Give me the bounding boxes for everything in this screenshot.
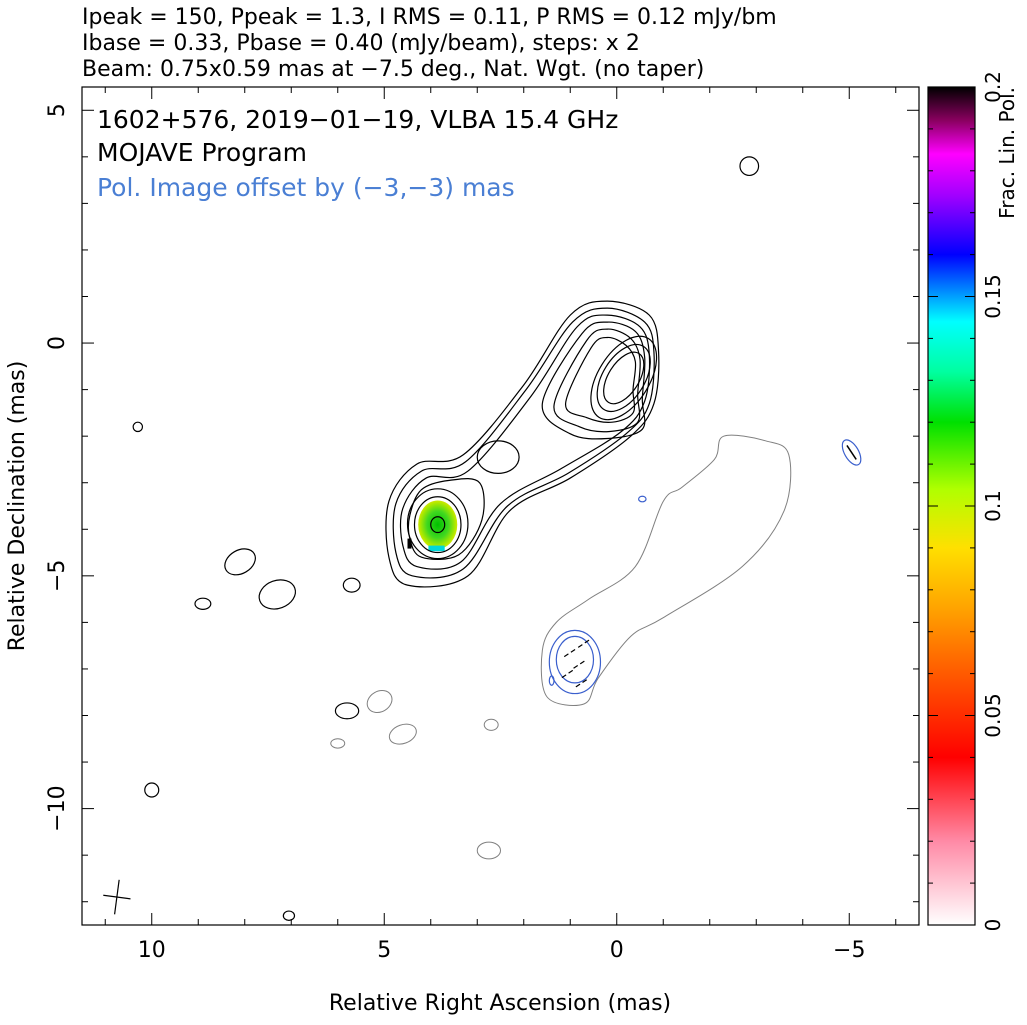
stokes-i-contour (603, 351, 645, 405)
map-content (103, 156, 862, 921)
evpa-stick (563, 648, 577, 658)
pol-contour (638, 495, 647, 503)
stokes-i-contour (258, 579, 297, 610)
pol-contour (548, 675, 555, 686)
x-tick-label: 0 (610, 938, 624, 963)
stokes-i-contour (739, 156, 760, 177)
pol-contour (548, 629, 602, 695)
pol-contour (555, 635, 595, 684)
header-line-3: Beam: 0.75x0.59 mas at −7.5 deg., Nat. W… (82, 57, 704, 82)
stokes-i-contour (342, 577, 361, 593)
header-line-2: Ibase = 0.33, Pbase = 0.40 (mJy/beam), s… (82, 31, 640, 56)
pol-image-contour (330, 738, 346, 749)
plot-frame (81, 86, 920, 926)
x-tick-label: −5 (833, 938, 865, 963)
axis-ticks: 10 5 0 −5 5 0 −5 −10 (45, 87, 919, 963)
x-tick-label: 5 (377, 938, 391, 963)
colorbar-tick-label: 0.15 (981, 274, 1005, 319)
stokes-i-contour (564, 336, 637, 423)
evpa-stick (573, 659, 586, 669)
pol-contour (841, 439, 862, 466)
colorbar-tick-label: 0 (981, 919, 1005, 932)
colorbar-tick-label: 0.05 (981, 693, 1005, 738)
stokes-i-contour (194, 597, 212, 610)
core-pol-color (428, 545, 445, 552)
pol-image-contour (388, 723, 417, 745)
x-axis-label: Relative Right Ascension (mas) (329, 991, 671, 1016)
stokes-i-contour (430, 516, 446, 534)
evpa-stick (561, 669, 575, 679)
stokes-i-contour (541, 321, 646, 440)
pol-image-contour (483, 718, 499, 731)
colorbar-tick-label: 0.2 (981, 71, 1005, 103)
y-tick-label: −5 (45, 560, 70, 592)
evpa-stick (846, 445, 857, 460)
stokes-i-contour (132, 421, 144, 433)
stokes-i-contour (334, 702, 360, 720)
pol-image-contour (540, 434, 792, 706)
y-tick-label: −10 (45, 785, 70, 831)
x-tick-label: 10 (138, 938, 166, 963)
colorbar-tick-label: 0.1 (981, 490, 1005, 522)
stokes-i-contour (553, 328, 641, 433)
y-tick-label: 0 (45, 336, 70, 350)
y-axis-label: Relative Declination (mas) (5, 361, 30, 652)
pol-image-contour (366, 690, 393, 714)
pol-image-contour (476, 841, 501, 860)
colorbar-ticks: 0 0.05 0.1 0.15 0.2 (928, 71, 1005, 931)
offset-annotation: Pol. Image offset by (−3,−3) mas (97, 173, 515, 202)
source-annotation: 1602+576, 2019−01−19, VLBA 15.4 GHz (97, 105, 618, 134)
header-line-1: Ipeak = 150, Ppeak = 1.3, I RMS = 0.11, … (82, 5, 777, 30)
core-pol-color (418, 500, 458, 549)
stokes-i-contour (413, 496, 462, 554)
stokes-i-contour (476, 440, 520, 474)
y-tick-label: 5 (45, 103, 70, 117)
stokes-i-contour (392, 307, 655, 579)
beam-minor-axis (103, 894, 131, 900)
stokes-i-contour (144, 782, 160, 798)
stokes-i-contour (282, 910, 296, 921)
evpa-stick (575, 678, 589, 688)
stokes-i-contour (590, 335, 658, 421)
stokes-i-contour (596, 343, 651, 413)
stokes-i-contour (385, 300, 660, 588)
evpa-stick (407, 538, 412, 549)
stokes-i-contour (224, 548, 256, 576)
stokes-i-contour (399, 314, 651, 570)
evpa-stick (577, 638, 591, 648)
program-annotation: MOJAVE Program (97, 138, 307, 167)
colorbar-label: Frac. Lin. Pol. (995, 87, 1019, 219)
stokes-i-contour (406, 488, 469, 560)
